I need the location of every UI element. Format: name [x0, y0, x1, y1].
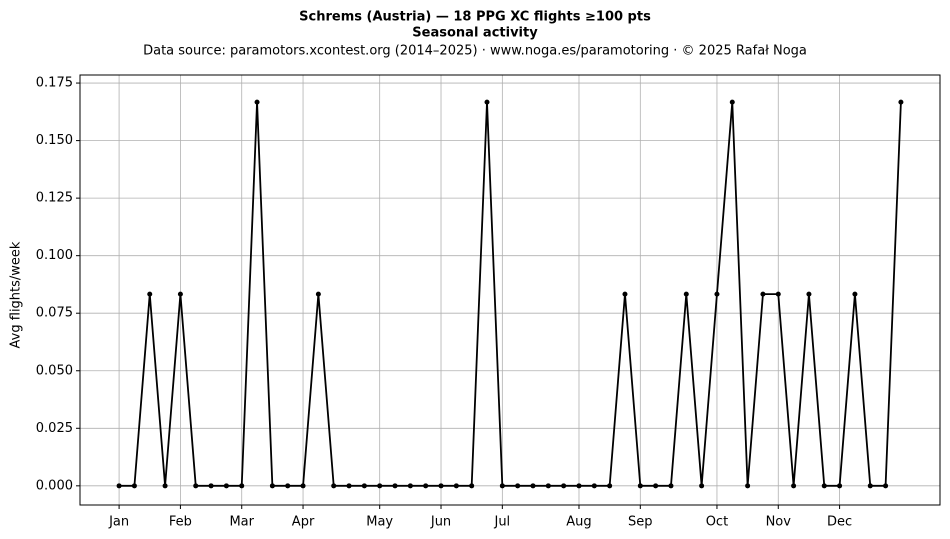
- y-tick-label: 0.050: [36, 363, 73, 378]
- data-point: [653, 483, 659, 489]
- data-point: [637, 483, 643, 489]
- data-point: [499, 483, 505, 489]
- x-tick-label: Mar: [229, 515, 254, 530]
- data-point: [898, 99, 904, 105]
- y-tick-label: 0.100: [36, 248, 73, 263]
- data-point: [837, 483, 843, 489]
- data-point: [193, 483, 199, 489]
- x-tick-label: Jun: [430, 515, 451, 530]
- data-point: [407, 483, 413, 489]
- data-point: [683, 291, 689, 297]
- data-point: [607, 483, 613, 489]
- x-tick-label: Apr: [292, 515, 315, 530]
- data-point: [867, 483, 873, 489]
- x-tick-label: Jul: [493, 515, 510, 530]
- x-tick-label: Oct: [706, 515, 728, 530]
- x-tick-label: Sep: [628, 515, 653, 530]
- data-point: [561, 483, 567, 489]
- data-point: [530, 483, 536, 489]
- data-point: [392, 483, 398, 489]
- data-point: [729, 99, 735, 105]
- data-line: [119, 102, 902, 487]
- data-point: [591, 483, 597, 489]
- x-tick-label: Feb: [169, 515, 192, 530]
- chart-source: Data source: paramotors.xcontest.org (20…: [143, 44, 807, 59]
- data-point: [760, 291, 766, 297]
- data-point: [668, 483, 674, 489]
- data-point: [300, 483, 306, 489]
- data-point: [714, 291, 720, 297]
- x-tick-label: Nov: [766, 515, 792, 530]
- data-point: [469, 483, 475, 489]
- x-tick-label: Dec: [827, 515, 852, 530]
- data-point: [515, 483, 521, 489]
- data-point: [699, 483, 705, 489]
- y-tick-label: 0.000: [36, 478, 73, 493]
- y-tick-label: 0.125: [36, 191, 73, 206]
- data-point: [346, 483, 352, 489]
- data-point: [147, 291, 153, 297]
- data-point: [576, 483, 582, 489]
- y-tick-label: 0.150: [36, 133, 73, 148]
- data-point: [775, 291, 781, 297]
- data-point: [285, 483, 291, 489]
- y-tick-label: 0.075: [36, 306, 73, 321]
- data-point: [208, 483, 214, 489]
- data-point: [791, 483, 797, 489]
- chart-title: Schrems (Austria) — 18 PPG XC flights ≥1…: [299, 10, 651, 25]
- data-point: [883, 483, 889, 489]
- data-point: [331, 483, 337, 489]
- x-tick-label: Aug: [566, 515, 591, 530]
- data-point: [223, 483, 229, 489]
- data-point: [361, 483, 367, 489]
- plot-frame: [79, 74, 941, 506]
- x-tick-label: Jan: [108, 515, 129, 530]
- data-point: [622, 291, 628, 297]
- data-point: [377, 483, 383, 489]
- data-point: [745, 483, 751, 489]
- data-point: [315, 291, 321, 297]
- data-point: [177, 291, 183, 297]
- data-point: [545, 483, 551, 489]
- data-point: [438, 483, 444, 489]
- data-point: [269, 483, 275, 489]
- data-point: [254, 99, 260, 105]
- y-axis-label: Avg flights/week: [9, 241, 24, 348]
- data-point: [131, 483, 137, 489]
- y-tick-label: 0.025: [36, 421, 73, 436]
- data-point: [806, 291, 812, 297]
- data-point: [423, 483, 429, 489]
- data-point: [484, 99, 490, 105]
- data-point: [239, 483, 245, 489]
- data-point: [852, 291, 858, 297]
- x-tick-label: May: [366, 515, 393, 530]
- y-tick-label: 0.175: [36, 76, 73, 91]
- data-point: [162, 483, 168, 489]
- data-point: [116, 483, 122, 489]
- data-point: [453, 483, 459, 489]
- chart-subtitle: Seasonal activity: [412, 26, 538, 41]
- data-point: [821, 483, 827, 489]
